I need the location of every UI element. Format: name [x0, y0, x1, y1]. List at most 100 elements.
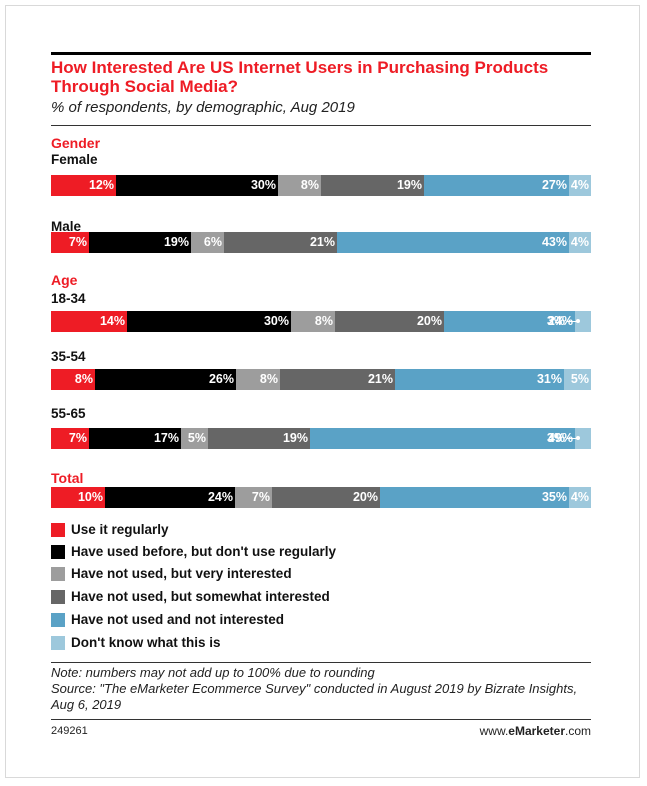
data-label-total-4: 35%: [541, 490, 567, 504]
group-label-age: Age: [51, 272, 78, 288]
data-label-55-65-2: 5%: [187, 431, 206, 445]
bar-segment-35-54-2: [236, 369, 280, 390]
bar-segment-18-34-4: [444, 311, 575, 332]
data-label-35-54-4: 31%: [536, 372, 562, 386]
bar-segment-total-4: [380, 487, 569, 508]
bar-segment-male-5: [569, 232, 591, 253]
bar-segment-18-34-1: [127, 311, 291, 332]
legend-label-5: Don't know what this is: [71, 635, 221, 650]
footer-rule: [51, 662, 591, 663]
bar-segment-55-65-3: [208, 428, 310, 449]
row-label-male: Male: [51, 219, 82, 234]
data-label-35-54-0: 8%: [74, 372, 93, 386]
data-label-18-34-4: 24%: [547, 314, 573, 328]
data-label-total-3: 20%: [352, 490, 378, 504]
data-label-female-2: 8%: [300, 178, 319, 192]
footer-bottom-rule: [51, 719, 591, 720]
footer-source: Source: "The eMarketer Ecommerce Survey"…: [51, 681, 578, 712]
legend-label-0: Use it regularly: [71, 522, 169, 537]
bar-segment-55-65-2: [181, 428, 208, 449]
bar-segment-male-2: [191, 232, 224, 253]
bar-segment-female-0: [51, 175, 116, 196]
legend-swatch-3: [51, 590, 65, 604]
footer-notes: Note: numbers may not add up to 100% due…: [51, 665, 596, 713]
bar-segment-35-54-4: [395, 369, 564, 390]
data-label-35-54-1: 26%: [208, 372, 234, 386]
bar-18-34: 14% 30% 8% 20% 24% 3%: [51, 311, 591, 332]
bar-segment-male-0: [51, 232, 89, 253]
group-label-total: Total: [51, 470, 84, 486]
data-label-male-4: 43%: [541, 235, 567, 249]
data-label-55-65-0: 7%: [68, 431, 87, 445]
chart-subtitle: % of respondents, by demographic, Aug 20…: [51, 99, 355, 116]
data-label-55-65-4: 49%: [547, 431, 573, 445]
brand-prefix: www.: [479, 724, 509, 738]
bar-segment-female-3: [321, 175, 424, 196]
bar-segment-55-65-4: [310, 428, 575, 449]
legend-label-2: Have not used, but very interested: [71, 566, 292, 581]
legend-swatch-4: [51, 613, 65, 627]
legend-swatch-5: [51, 636, 65, 650]
legend-swatch-0: [51, 523, 65, 537]
bar-segment-55-65-1: [89, 428, 181, 449]
legend-swatch-1: [51, 545, 65, 559]
data-label-total-1: 24%: [207, 490, 233, 504]
bar-segment-total-5: [569, 487, 591, 508]
data-label-35-54-5: 5%: [570, 372, 589, 386]
data-label-total-5: 4%: [570, 490, 589, 504]
data-label-18-34-2: 8%: [314, 314, 333, 328]
label-dot-55-65: [576, 436, 580, 440]
bar-segment-male-1: [89, 232, 191, 253]
data-label-female-4: 27%: [541, 178, 567, 192]
brand-logo: www.eMarketer.com: [431, 724, 591, 738]
bar-segment-total-0: [51, 487, 105, 508]
chart-title: How Interested Are US Internet Users in …: [51, 58, 549, 96]
label-connector-18-34: [567, 321, 577, 322]
brand-name: eMarketer: [508, 724, 565, 738]
bar-55-65: 7% 17% 5% 19% 49% 3%: [51, 428, 591, 449]
bar-male: 7% 19% 6% 21% 43% 4%: [51, 232, 591, 253]
bar-segment-18-34-2: [291, 311, 335, 332]
data-label-male-0: 7%: [68, 235, 87, 249]
bar-segment-female-4: [424, 175, 569, 196]
title-top-rule: [51, 52, 591, 55]
chart-id: 249261: [51, 725, 88, 737]
data-label-55-65-3: 19%: [282, 431, 308, 445]
data-label-55-65-5: 3%: [546, 431, 565, 445]
data-label-female-1: 30%: [250, 178, 276, 192]
data-label-18-34-1: 30%: [263, 314, 289, 328]
data-label-35-54-3: 21%: [367, 372, 393, 386]
row-label-18-34: 18-34: [51, 291, 86, 306]
data-label-18-34-3: 20%: [416, 314, 442, 328]
data-label-male-2: 6%: [203, 235, 222, 249]
bar-segment-female-1: [116, 175, 278, 196]
label-connector-55-65: [567, 438, 577, 439]
bar-segment-35-54-1: [95, 369, 236, 390]
bar-segment-35-54-5: [564, 369, 591, 390]
label-dot-18-34: [576, 319, 580, 323]
legend-label-1: Have used before, but don't use regularl…: [71, 544, 337, 559]
data-label-female-3: 19%: [396, 178, 422, 192]
bar-segment-male-4: [337, 232, 569, 253]
title-bottom-rule: [51, 125, 591, 126]
bar-segment-55-65-5: [575, 428, 591, 449]
brand-suffix: .com: [564, 724, 591, 738]
bar-total: 10% 24% 7% 20% 35% 4%: [51, 487, 591, 508]
bar-segment-total-1: [105, 487, 235, 508]
row-label-55-65: 55-65: [51, 406, 86, 421]
bar-segment-total-3: [272, 487, 380, 508]
bar-segment-18-34-5: [575, 311, 591, 332]
data-label-male-1: 19%: [163, 235, 189, 249]
bar-segment-35-54-0: [51, 369, 95, 390]
row-label-female: Female: [51, 152, 98, 167]
data-label-total-0: 10%: [77, 490, 103, 504]
data-label-18-34-5: 3%: [546, 314, 565, 328]
data-label-female-5: 4%: [570, 178, 589, 192]
data-label-35-54-2: 8%: [259, 372, 278, 386]
bar-segment-18-34-0: [51, 311, 127, 332]
data-label-55-65-1: 17%: [153, 431, 179, 445]
chart-frame: [5, 5, 640, 778]
data-label-total-2: 7%: [251, 490, 270, 504]
bar-female: 12% 30% 8% 19% 27% 4%: [51, 175, 591, 196]
legend-label-3: Have not used, but somewhat interested: [71, 589, 330, 604]
